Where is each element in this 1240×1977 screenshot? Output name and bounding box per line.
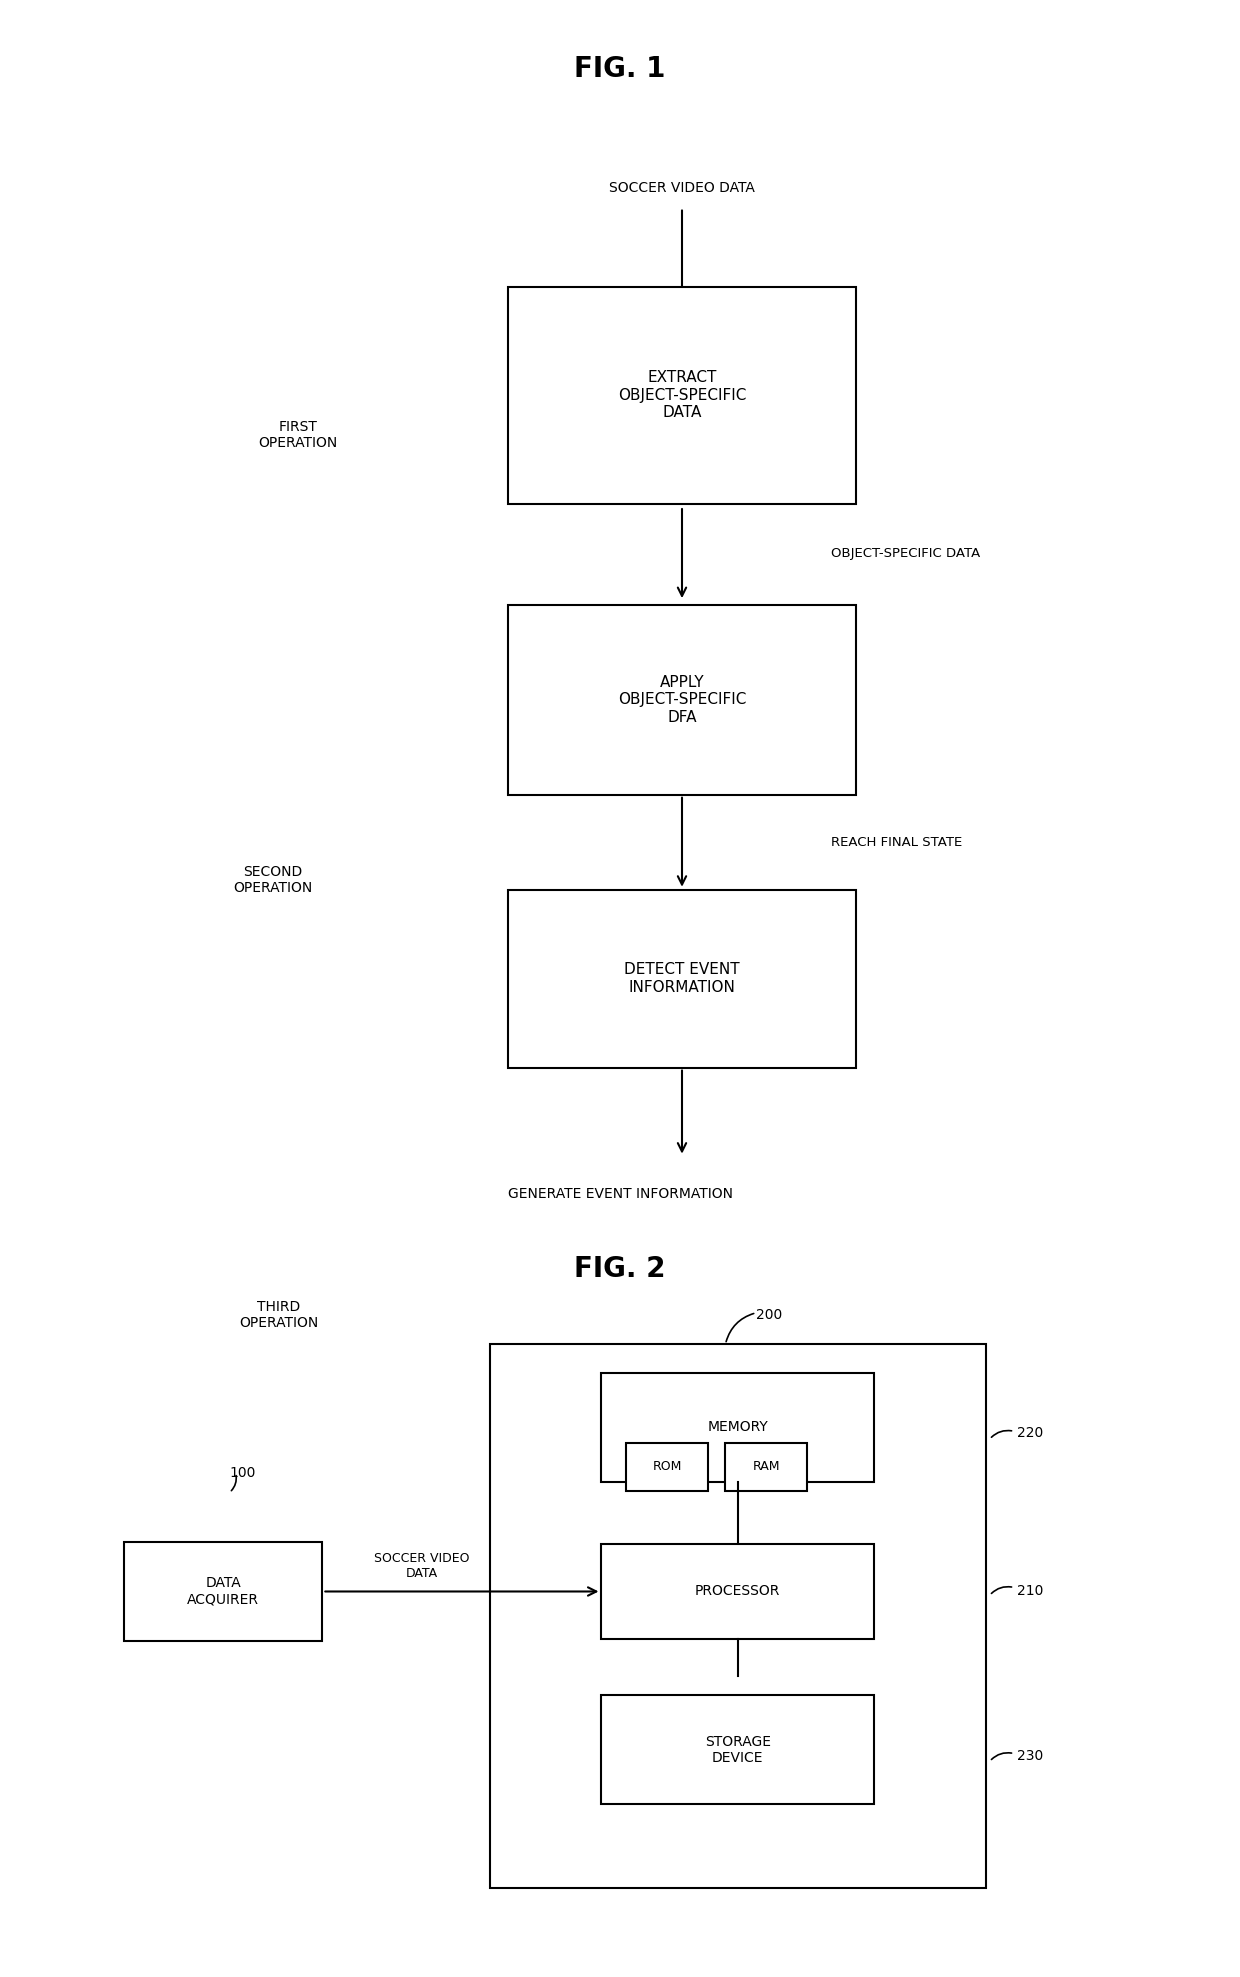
Text: OBJECT-SPECIFIC DATA: OBJECT-SPECIFIC DATA <box>831 548 980 559</box>
Text: PROCESSOR: PROCESSOR <box>696 1584 780 1599</box>
Text: RAM: RAM <box>753 1461 780 1473</box>
Text: ROM: ROM <box>652 1461 682 1473</box>
Text: FIG. 1: FIG. 1 <box>574 55 666 83</box>
Text: GENERATE EVENT INFORMATION: GENERATE EVENT INFORMATION <box>507 1186 733 1202</box>
Bar <box>508 890 856 1068</box>
Bar <box>508 287 856 504</box>
Bar <box>508 605 856 795</box>
Text: 220: 220 <box>1017 1425 1043 1441</box>
Text: STORAGE
DEVICE: STORAGE DEVICE <box>704 1734 771 1765</box>
Bar <box>601 1544 874 1639</box>
Text: FIG. 2: FIG. 2 <box>574 1255 666 1283</box>
Text: SECOND
OPERATION: SECOND OPERATION <box>233 864 312 896</box>
Text: SOCCER VIDEO DATA: SOCCER VIDEO DATA <box>609 180 755 196</box>
Bar <box>626 1443 708 1491</box>
Text: REACH FINAL STATE: REACH FINAL STATE <box>831 836 962 848</box>
Text: THIRD
OPERATION: THIRD OPERATION <box>239 1299 319 1331</box>
Text: 100: 100 <box>229 1465 255 1481</box>
Bar <box>601 1694 874 1803</box>
Text: EXTRACT
OBJECT-SPECIFIC
DATA: EXTRACT OBJECT-SPECIFIC DATA <box>618 370 746 421</box>
Text: SOCCER VIDEO
DATA: SOCCER VIDEO DATA <box>373 1552 470 1580</box>
Text: DATA
ACQUIRER: DATA ACQUIRER <box>187 1576 259 1607</box>
Text: MEMORY: MEMORY <box>708 1419 768 1435</box>
Text: FIRST
OPERATION: FIRST OPERATION <box>258 419 337 451</box>
Bar <box>725 1443 807 1491</box>
Text: 200: 200 <box>756 1307 782 1323</box>
Text: APPLY
OBJECT-SPECIFIC
DFA: APPLY OBJECT-SPECIFIC DFA <box>618 674 746 726</box>
Text: 230: 230 <box>1017 1748 1043 1763</box>
Text: DETECT EVENT
INFORMATION: DETECT EVENT INFORMATION <box>624 963 740 994</box>
Bar <box>490 1344 986 1888</box>
Text: 210: 210 <box>1017 1584 1043 1599</box>
Bar <box>124 1542 322 1641</box>
Bar <box>601 1372 874 1483</box>
